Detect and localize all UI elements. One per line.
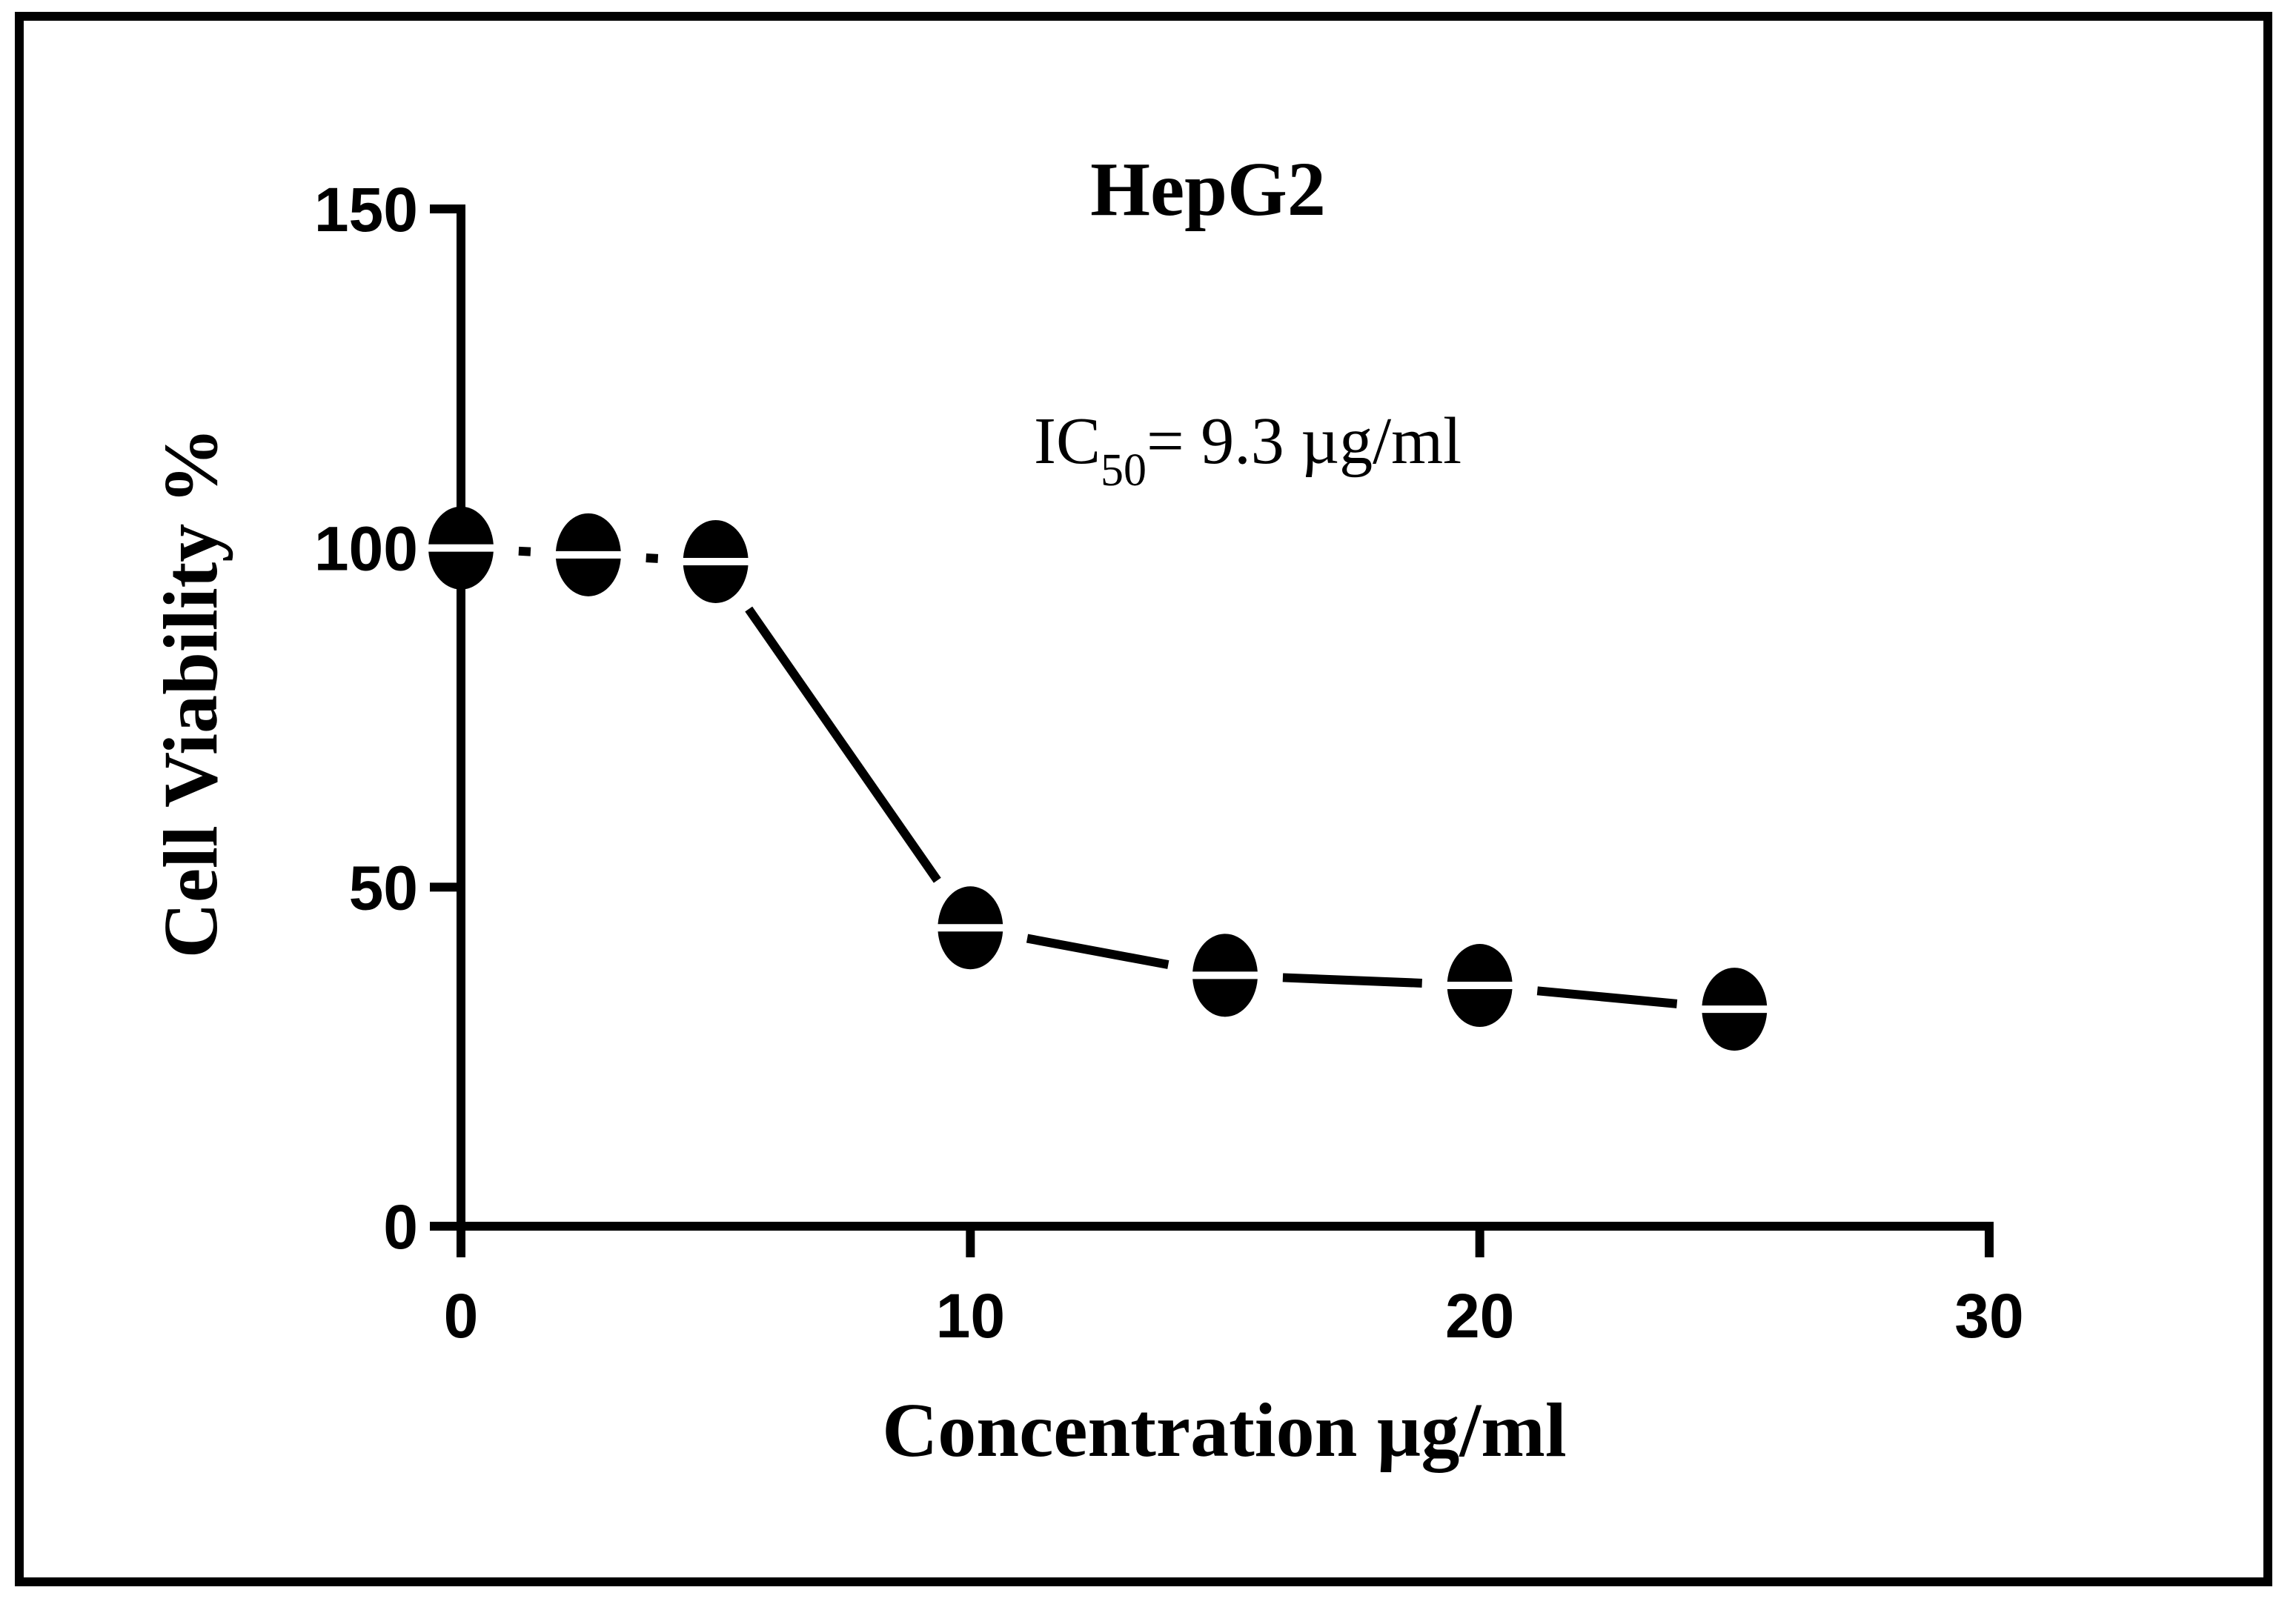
axes: 0 50 100 150 0 10 20 30 xyxy=(314,175,2024,1351)
data-line-segment xyxy=(1536,986,1678,1008)
x-tick-label: 20 xyxy=(1445,1281,1514,1351)
ic50-label: IC xyxy=(1034,405,1101,478)
x-tick-label: 10 xyxy=(936,1281,1005,1351)
data-line-segment xyxy=(1282,973,1422,988)
ic50-value: = 9.3 µg/ml xyxy=(1147,405,1461,478)
y-tick-label: 0 xyxy=(383,1192,418,1262)
data-line-segment xyxy=(646,553,659,563)
data-line-segment xyxy=(518,546,531,556)
x-axis-title: Concentration µg/ml xyxy=(882,1388,1567,1473)
chart-title: HepG2 xyxy=(1090,147,1326,232)
x-tick-label: 0 xyxy=(444,1281,479,1351)
y-tick-label: 50 xyxy=(349,853,418,922)
y-tick-label: 150 xyxy=(314,175,418,245)
x-tick-label: 30 xyxy=(1954,1281,2023,1351)
data-markers xyxy=(424,506,1772,1051)
data-line xyxy=(518,546,1678,1008)
ic50-subscript: 50 xyxy=(1101,445,1147,496)
data-line-segment xyxy=(1026,934,1169,969)
ic50-annotation: IC50= 9.3 µg/ml xyxy=(1034,405,1461,496)
data-line-segment xyxy=(745,606,941,883)
y-tick-label: 100 xyxy=(314,514,418,584)
y-axis-title: Cell Viability % xyxy=(148,428,233,958)
figure-frame xyxy=(15,12,2272,1586)
